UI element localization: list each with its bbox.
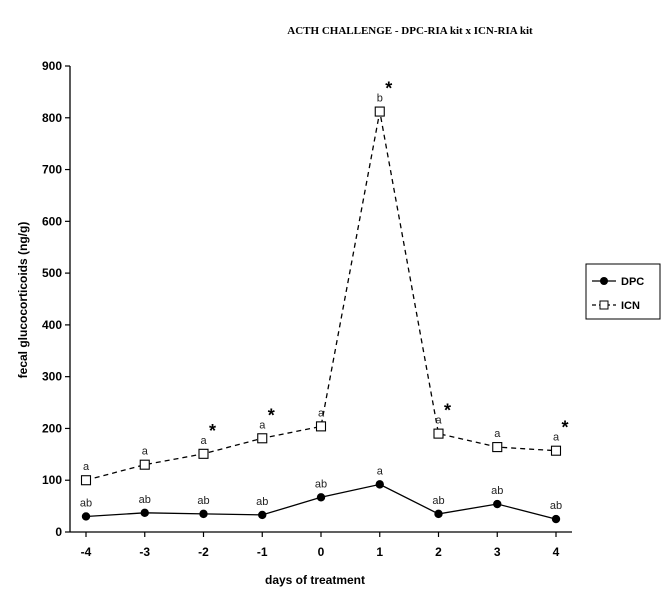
annotation-icn: a	[142, 446, 149, 458]
legend: DPC ICN	[585, 263, 661, 320]
x-ticks: -4 -3 -2 -1 0 1 2 3 4	[81, 532, 560, 559]
x-tick-label: 2	[435, 545, 442, 559]
data-point-dpc	[258, 510, 267, 520]
annotation-dpc: ab	[256, 496, 268, 508]
legend-marker-icn	[599, 300, 609, 310]
y-tick-label: 0	[55, 525, 62, 539]
data-point-dpc	[316, 493, 326, 502]
legend-label-dpc: DPC	[621, 276, 644, 288]
legend-box	[585, 263, 661, 320]
y-ticks: 0 100 200 300 400 500 600 700 800 900	[42, 59, 70, 539]
x-tick-label: -2	[198, 545, 209, 559]
data-point-dpc	[81, 512, 91, 521]
series-layer	[80, 106, 562, 524]
x-tick-label: 1	[376, 545, 383, 559]
data-point-dpc	[140, 508, 149, 518]
significance-layer: * * * * *	[209, 79, 569, 441]
annotation-dpc: ab	[139, 494, 151, 506]
annotation-icn: a	[553, 432, 560, 444]
annotation-dpc: ab	[315, 478, 327, 490]
annotation-dpc: ab	[432, 495, 444, 507]
data-point-icn	[315, 421, 327, 432]
x-tick-label: 4	[553, 545, 560, 559]
x-tick-label: 3	[494, 545, 501, 559]
annotation-dpc: ab	[550, 500, 562, 512]
annotation-dpc: ab	[491, 485, 503, 497]
significance-star: *	[385, 79, 392, 99]
x-tick-label: -3	[139, 545, 150, 559]
data-point-icn	[374, 106, 385, 117]
x-axis-label: days of treatment	[265, 573, 365, 587]
y-tick-label: 900	[42, 59, 62, 73]
x-tick-label: -1	[257, 545, 268, 559]
annotation-icn: a	[494, 428, 501, 440]
annotation-icn: a	[83, 461, 90, 473]
legend-label-icn: ICN	[621, 300, 640, 312]
y-tick-label: 200	[42, 421, 62, 435]
annotation-dpc: a	[377, 465, 384, 477]
y-tick-label: 400	[42, 318, 62, 332]
x-tick-label: 0	[318, 545, 325, 559]
data-point-icn	[550, 445, 562, 456]
annotation-dpc: ab	[80, 497, 92, 509]
y-tick-label: 800	[42, 111, 62, 125]
data-point-dpc	[551, 514, 561, 524]
data-point-icn	[139, 459, 150, 470]
series-line-icn	[85, 111, 557, 481]
annotation-icn: a	[435, 415, 442, 427]
y-tick-label: 600	[42, 214, 62, 228]
annotation-icn: a	[259, 419, 266, 431]
annotation-icn: a	[318, 407, 325, 419]
legend-marker-dpc	[600, 277, 608, 285]
annotation-icn: b	[377, 93, 383, 105]
data-point-icn	[433, 428, 444, 439]
y-axis-label: fecal glucocorticoids (ng/g)	[16, 222, 30, 379]
annotation-dpc: ab	[197, 495, 209, 507]
data-point-dpc	[375, 480, 384, 489]
significance-star: *	[561, 418, 568, 438]
significance-star: *	[268, 405, 275, 425]
data-point-dpc	[199, 509, 208, 519]
annotation-icn: a	[200, 435, 207, 447]
data-point-icn	[80, 475, 92, 486]
y-tick-label: 300	[42, 370, 62, 384]
data-point-dpc	[493, 499, 502, 509]
y-tick-label: 700	[42, 163, 62, 177]
y-tick-label: 500	[42, 266, 62, 280]
data-point-icn	[492, 442, 503, 453]
chart-title: ACTH CHALLENGE - DPC-RIA kit x ICN-RIA k…	[287, 25, 533, 37]
significance-star: *	[209, 421, 216, 441]
x-tick-label: -4	[81, 545, 92, 559]
data-point-icn	[198, 448, 209, 459]
y-tick-label: 100	[42, 473, 62, 487]
data-point-dpc	[434, 509, 443, 519]
significance-star: *	[444, 401, 451, 421]
data-point-icn	[257, 433, 268, 444]
